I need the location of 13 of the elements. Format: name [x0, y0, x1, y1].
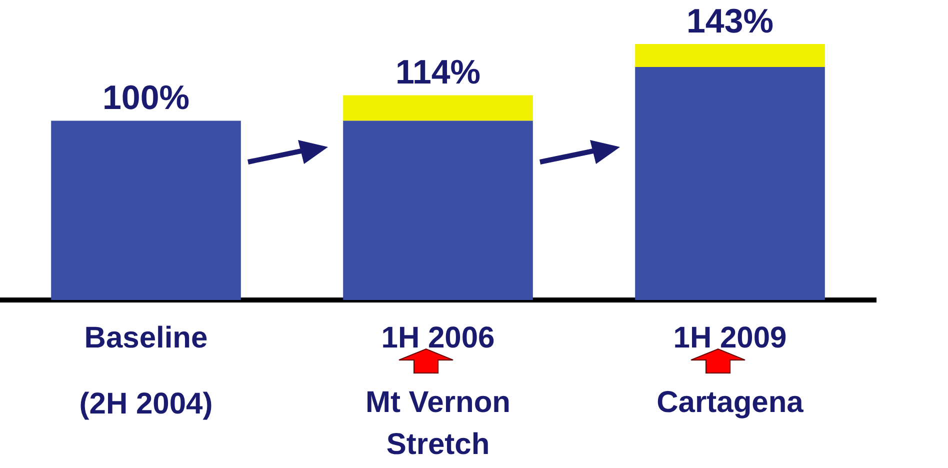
text: Mt Vernon Stretch	[364, 385, 512, 463]
bar	[343, 95, 533, 121]
bar	[343, 120, 533, 300]
annotation: 114%	[395, 54, 481, 92]
bar	[635, 67, 825, 300]
bar	[635, 44, 825, 68]
annotation: 143%	[686, 2, 774, 40]
x-tick-label: 1H 2006	[381, 321, 495, 354]
bar	[51, 120, 241, 300]
annotation: 100%	[102, 79, 190, 118]
x-tick-label: Baseline (2H 2004)	[79, 321, 213, 420]
text: Cartagena	[656, 385, 804, 421]
x-tick-label: 1H 2009	[673, 321, 787, 354]
